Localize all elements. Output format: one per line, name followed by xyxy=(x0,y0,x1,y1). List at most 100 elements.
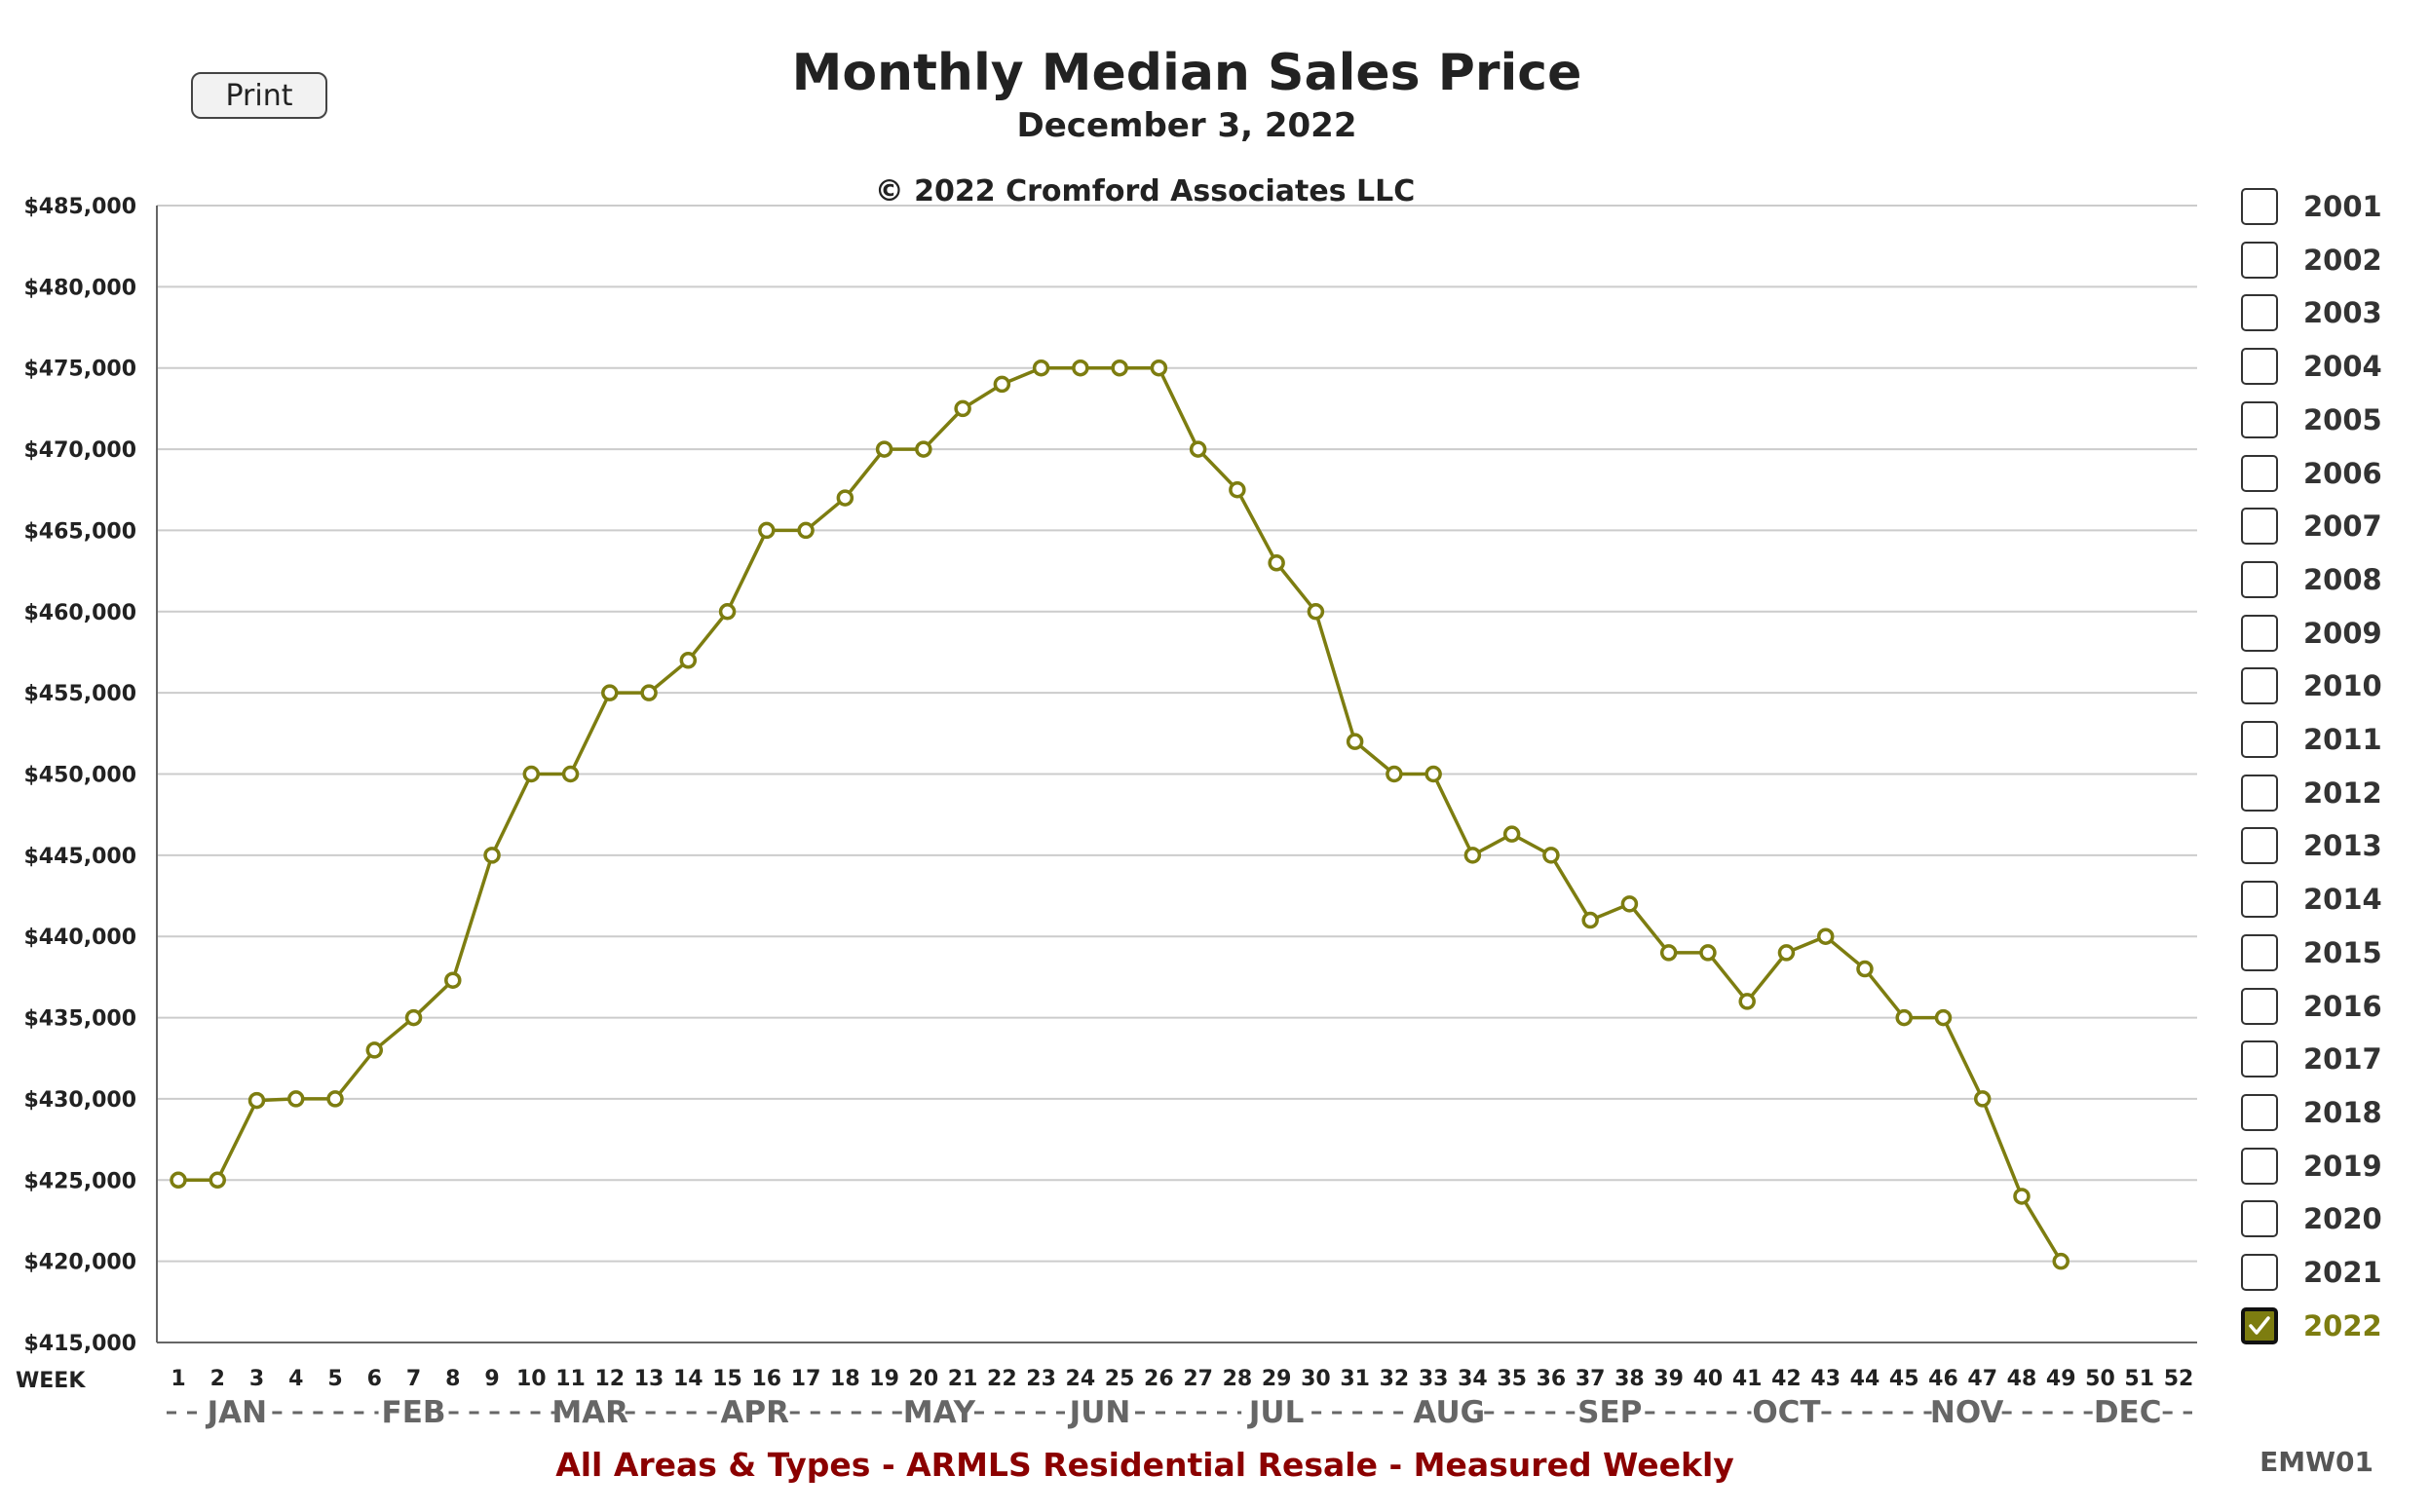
legend-checkbox[interactable] xyxy=(2241,1147,2278,1185)
data-point[interactable] xyxy=(1620,895,1639,913)
data-point[interactable] xyxy=(1189,440,1207,458)
data-point[interactable] xyxy=(1072,359,1089,377)
data-point[interactable] xyxy=(993,375,1011,394)
legend-item-2009[interactable]: 2009 xyxy=(2241,612,2382,655)
legend-item-2017[interactable]: 2017 xyxy=(2241,1038,2382,1080)
legend-checkbox[interactable] xyxy=(2241,188,2278,225)
print-button[interactable]: Print xyxy=(191,72,327,119)
data-point[interactable] xyxy=(561,765,580,783)
data-point[interactable] xyxy=(2052,1252,2069,1270)
data-point[interactable] xyxy=(797,521,815,540)
data-point[interactable] xyxy=(1934,1008,1953,1027)
legend-item-2011[interactable]: 2011 xyxy=(2241,718,2382,761)
legend-checkbox[interactable] xyxy=(2241,827,2278,865)
legend-item-2016[interactable]: 2016 xyxy=(2241,985,2382,1028)
x-tick-label: 34 xyxy=(1458,1367,1488,1391)
data-point[interactable] xyxy=(1229,481,1246,499)
data-point[interactable] xyxy=(875,440,893,458)
legend-checkbox[interactable] xyxy=(2241,667,2278,705)
data-point[interactable] xyxy=(1777,944,1796,962)
data-point[interactable] xyxy=(1856,960,1874,978)
data-point[interactable] xyxy=(1150,359,1168,377)
data-point[interactable] xyxy=(1659,944,1678,962)
legend-label: 2012 xyxy=(2303,775,2382,810)
legend-item-2019[interactable]: 2019 xyxy=(2241,1145,2382,1188)
legend-checkbox[interactable] xyxy=(2241,1200,2278,1238)
data-point[interactable] xyxy=(1542,847,1560,864)
legend-checkbox[interactable] xyxy=(2241,1306,2278,1344)
legend-item-2012[interactable]: 2012 xyxy=(2241,772,2382,814)
data-point[interactable] xyxy=(1699,944,1717,962)
data-point[interactable] xyxy=(1895,1008,1913,1027)
data-point[interactable] xyxy=(404,1008,423,1027)
legend-checkbox[interactable] xyxy=(2241,454,2278,492)
legend-checkbox[interactable] xyxy=(2241,294,2278,332)
legend-checkbox[interactable] xyxy=(2241,241,2278,279)
legend-item-2003[interactable]: 2003 xyxy=(2241,291,2382,334)
legend-item-2002[interactable]: 2002 xyxy=(2241,239,2382,282)
legend-checkbox[interactable] xyxy=(2241,348,2278,386)
data-point[interactable] xyxy=(2013,1188,2031,1205)
data-point[interactable] xyxy=(915,440,932,458)
data-point[interactable] xyxy=(718,603,737,621)
data-point[interactable] xyxy=(758,521,776,540)
x-tick-label: 9 xyxy=(484,1367,499,1391)
legend-checkbox[interactable] xyxy=(2241,560,2278,598)
data-point[interactable] xyxy=(1032,359,1050,377)
data-point[interactable] xyxy=(209,1171,227,1190)
data-point[interactable] xyxy=(1502,825,1521,843)
legend-checkbox[interactable] xyxy=(2241,987,2278,1025)
data-point[interactable] xyxy=(679,652,698,669)
legend-item-2013[interactable]: 2013 xyxy=(2241,824,2382,867)
legend-item-2007[interactable]: 2007 xyxy=(2241,505,2382,548)
data-point[interactable] xyxy=(483,847,501,864)
data-point[interactable] xyxy=(836,489,854,507)
data-point[interactable] xyxy=(1111,359,1128,377)
legend-checkbox[interactable] xyxy=(2241,614,2278,652)
data-point[interactable] xyxy=(1424,765,1442,783)
data-point[interactable] xyxy=(1463,847,1482,864)
y-axis: $415,000 $420,000 $425,000 $430,000 $435,000… xyxy=(23,195,158,1356)
legend-item-2020[interactable]: 2020 xyxy=(2241,1197,2382,1240)
data-point[interactable] xyxy=(1386,765,1403,783)
data-point[interactable] xyxy=(365,1041,384,1059)
data-point[interactable] xyxy=(1307,603,1325,621)
legend-item-2010[interactable]: 2010 xyxy=(2241,664,2382,707)
legend-checkbox[interactable] xyxy=(2241,1040,2278,1078)
x-tick-label: 51 xyxy=(2124,1367,2154,1391)
legend-item-2021[interactable]: 2021 xyxy=(2241,1251,2382,1294)
x-tick-label: 12 xyxy=(594,1367,625,1391)
data-point[interactable] xyxy=(640,684,658,701)
data-point[interactable] xyxy=(287,1090,305,1108)
data-point[interactable] xyxy=(1268,554,1285,572)
data-point[interactable] xyxy=(601,684,619,701)
legend-item-2005[interactable]: 2005 xyxy=(2241,398,2382,441)
legend-item-2022[interactable]: 2022 xyxy=(2241,1304,2382,1347)
legend-item-2004[interactable]: 2004 xyxy=(2241,345,2382,388)
data-point[interactable] xyxy=(170,1171,187,1190)
legend-item-2006[interactable]: 2006 xyxy=(2241,452,2382,495)
data-point[interactable] xyxy=(326,1090,344,1108)
data-point[interactable] xyxy=(1346,733,1364,750)
data-point[interactable] xyxy=(522,765,541,783)
data-point[interactable] xyxy=(247,1091,266,1110)
legend-checkbox[interactable] xyxy=(2241,774,2278,812)
legend-checkbox[interactable] xyxy=(2241,1093,2278,1131)
data-point[interactable] xyxy=(1581,911,1599,929)
data-point[interactable] xyxy=(1738,993,1756,1010)
data-point[interactable] xyxy=(1973,1090,1992,1108)
legend-item-2015[interactable]: 2015 xyxy=(2241,931,2382,974)
legend-item-2014[interactable]: 2014 xyxy=(2241,878,2382,921)
legend-checkbox[interactable] xyxy=(2241,400,2278,438)
legend-checkbox[interactable] xyxy=(2241,1254,2278,1291)
data-point[interactable] xyxy=(954,399,971,418)
legend-item-2001[interactable]: 2001 xyxy=(2241,185,2382,228)
legend-item-2008[interactable]: 2008 xyxy=(2241,558,2382,601)
data-point[interactable] xyxy=(444,971,462,989)
legend-checkbox[interactable] xyxy=(2241,508,2278,546)
legend-checkbox[interactable] xyxy=(2241,933,2278,971)
data-point[interactable] xyxy=(1816,927,1835,945)
legend-item-2018[interactable]: 2018 xyxy=(2241,1091,2382,1134)
legend-checkbox[interactable] xyxy=(2241,881,2278,919)
legend-checkbox[interactable] xyxy=(2241,721,2278,758)
